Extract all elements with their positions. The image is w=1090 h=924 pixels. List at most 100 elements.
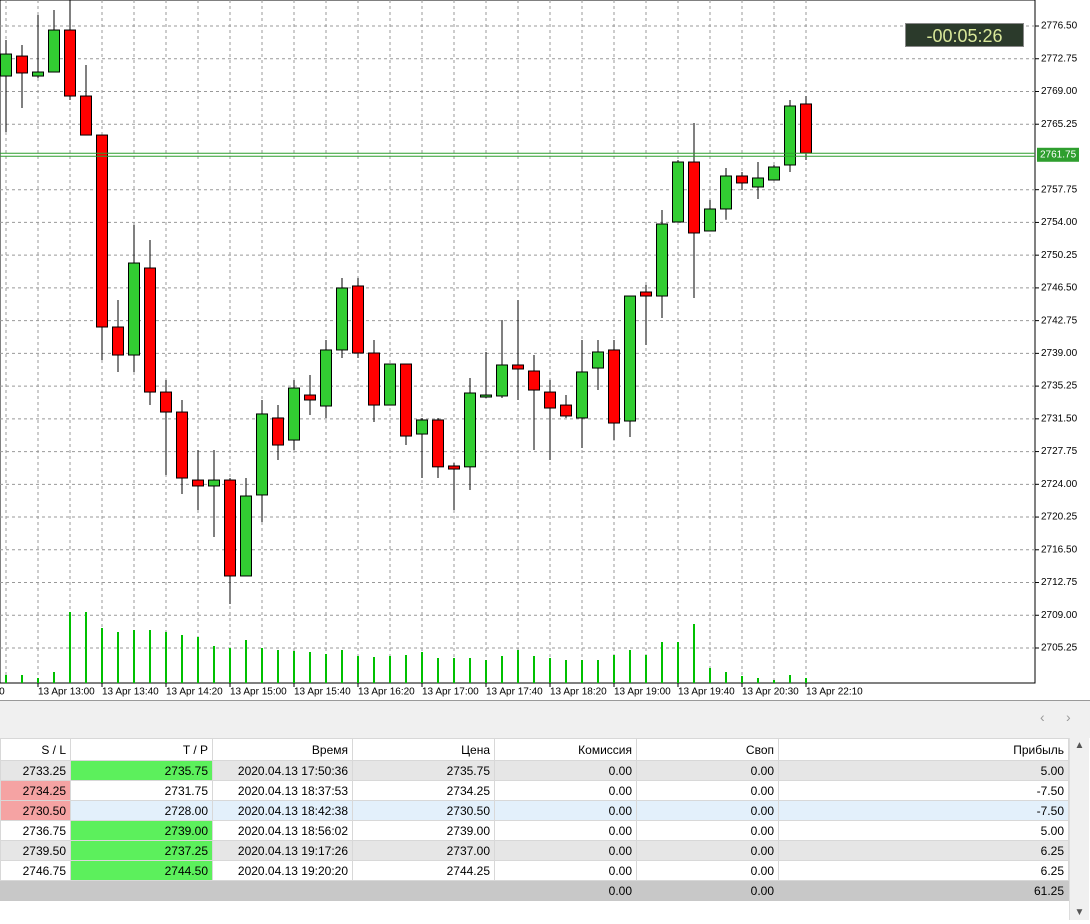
y-tick-label: 2731.50 — [1041, 413, 1078, 424]
x-tick-label: 13 Apr 17:00 — [422, 687, 479, 698]
table-cell: 2734.25 — [352, 780, 495, 801]
table-cell: -7.50 — [778, 780, 1069, 801]
table-cell: 6.25 — [778, 860, 1069, 881]
scroll-left[interactable]: ‹ — [1040, 709, 1045, 725]
y-tick-label: 2754.00 — [1041, 217, 1078, 228]
table-cell: -7.50 — [778, 800, 1069, 821]
toolbox-bar: ‹ › — [0, 700, 1090, 738]
candle-body — [592, 351, 604, 369]
table-cell: 0.00 — [636, 840, 779, 861]
y-tick-label: 2757.75 — [1041, 184, 1078, 195]
table-cell: 2737.00 — [352, 840, 495, 861]
candle-body — [688, 161, 700, 234]
y-tick-label: 2776.50 — [1041, 21, 1078, 32]
table-cell: 2020.04.13 18:56:02 — [212, 820, 353, 841]
column-header: Комиссия — [494, 738, 637, 761]
table-cell: 2736.75 — [0, 820, 71, 841]
column-header: S / L — [0, 738, 71, 761]
candle-body — [624, 295, 636, 422]
table-cell: 0.00 — [494, 860, 637, 881]
candle-body — [288, 387, 300, 441]
y-tick-label: 2772.75 — [1041, 53, 1078, 64]
candle-body — [16, 55, 28, 74]
chart: 2776.50 2772.75 2769.00 2765.25 2757.75 2754.… — [0, 0, 1079, 698]
candle-body — [192, 479, 204, 487]
scroll-right[interactable]: › — [1066, 709, 1071, 725]
candle-body — [800, 103, 812, 154]
scrollbar[interactable]: ▲ ▼ — [1069, 738, 1089, 920]
table-cell: 2020.04.13 18:42:38 — [212, 800, 353, 821]
candle-body — [208, 479, 220, 487]
candle-body — [384, 363, 396, 406]
table-cell — [352, 880, 495, 901]
table-cell: 2735.75 — [70, 760, 213, 781]
x-tick-label: 13 Apr 18:20 — [550, 687, 607, 698]
y-tick-label: 2735.25 — [1041, 381, 1078, 392]
table-cell: 2020.04.13 19:20:20 — [212, 860, 353, 881]
table-cell — [0, 880, 71, 901]
table-cell: 2730.50 — [352, 800, 495, 821]
table-cell: 2734.25 — [0, 780, 71, 801]
table-cell: 5.00 — [778, 820, 1069, 841]
column-header: Своп — [636, 738, 779, 761]
candle-body — [128, 262, 140, 356]
table-cell: 2728.00 — [70, 800, 213, 821]
price-tag-label: 2761.75 — [1040, 149, 1077, 160]
y-tick-label: 2724.00 — [1041, 479, 1078, 490]
x-tick-label: 13 Apr 13:00 — [38, 687, 95, 698]
candle-body — [496, 364, 508, 397]
candle-body — [720, 175, 732, 210]
candle-body — [400, 363, 412, 437]
y-tick-label: 2720.25 — [1041, 512, 1078, 523]
candle-body — [256, 413, 268, 496]
y-tick-label: 2769.00 — [1041, 86, 1078, 97]
candle-body — [512, 364, 524, 370]
candle-body — [784, 105, 796, 166]
y-tick-label: 2765.25 — [1041, 119, 1078, 130]
x-tick-label: 13 Apr 17:40 — [486, 687, 543, 698]
total-profit: 61.25 — [778, 880, 1069, 901]
total-row: 0.00 0.00 61.25 — [0, 880, 1069, 901]
total-commission: 0.00 — [494, 880, 637, 901]
table-row: 2733.25 2735.75 2020.04.13 17:50:36 2735.75… — [0, 760, 1069, 781]
y-tick-label: 2716.50 — [1041, 544, 1078, 555]
table-cell: 2020.04.13 18:37:53 — [212, 780, 353, 801]
x-tick-label: 13 Apr 15:00 — [230, 687, 287, 698]
table-row: 2736.75 2739.00 2020.04.13 18:56:02 2739.00… — [0, 820, 1069, 841]
candle-body — [368, 352, 380, 406]
y-tick-label: 2750.25 — [1041, 250, 1078, 261]
table-cell: 2020.04.13 17:50:36 — [212, 760, 353, 781]
candle-body — [528, 370, 540, 391]
candle-body — [752, 177, 764, 188]
candle-body — [768, 166, 780, 181]
table-cell — [212, 880, 353, 901]
candle-body — [80, 95, 92, 136]
price-tag — [1037, 147, 1079, 162]
table-cell: 0.00 — [636, 860, 779, 881]
candle-body — [272, 417, 284, 446]
candle-body — [544, 391, 556, 409]
column-header: Прибыль — [778, 738, 1069, 761]
y-tick-label: 2705.25 — [1041, 643, 1078, 654]
y-tick-label: 2727.75 — [1041, 446, 1078, 457]
table-cell: 2020.04.13 19:17:26 — [212, 840, 353, 861]
table-cell: 2731.75 — [70, 780, 213, 801]
table-cell: 0.00 — [494, 780, 637, 801]
candle-body — [112, 326, 124, 356]
table-cell: 2739.00 — [70, 820, 213, 841]
candle-body — [416, 419, 428, 435]
candle-body — [64, 29, 76, 97]
table-row: 2739.50 2737.25 2020.04.13 19:17:26 2737.00… — [0, 840, 1069, 861]
x-tick-label: 13 Apr 19:40 — [678, 687, 735, 698]
table-row: 2730.50 2728.00 2020.04.13 18:42:38 2730.50… — [0, 800, 1069, 821]
y-tick-label: 2709.00 — [1041, 610, 1078, 621]
candle-body — [176, 411, 188, 479]
table-cell: 5.00 — [778, 760, 1069, 781]
candle-body — [736, 175, 748, 184]
table-cell: 0.00 — [494, 840, 637, 861]
x-tick-label: 13 Apr 20:30 — [742, 687, 799, 698]
candle-body — [432, 419, 444, 468]
table-cell: 0.00 — [494, 760, 637, 781]
